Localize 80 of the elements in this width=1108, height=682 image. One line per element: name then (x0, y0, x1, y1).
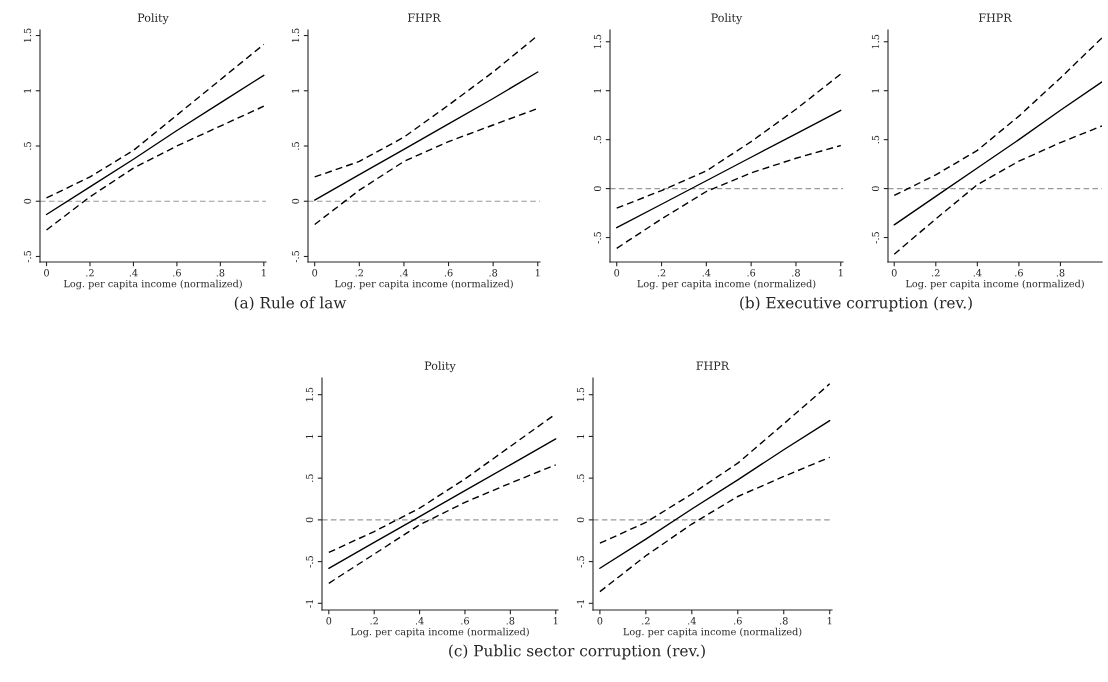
y-tick-label: -.5 (291, 250, 300, 263)
x-axis-title: Log. per capita income (normalized) (637, 279, 816, 290)
y-tick-label: 1 (291, 89, 300, 93)
y-tick-label: .5 (576, 474, 585, 482)
x-tick-label: 0 (614, 269, 620, 277)
x-tick-label: .4 (400, 269, 409, 277)
x-tick-label: 1 (535, 269, 540, 277)
x-tick-label: .2 (370, 617, 378, 625)
x-tick-label: .4 (688, 617, 696, 625)
y-tick-label: 0 (23, 198, 32, 204)
x-axis-title: Log. per capita income (normalized) (623, 627, 802, 638)
x-tick-label: .6 (461, 617, 469, 625)
x-tick-label: 1 (261, 269, 266, 277)
chart-title: FHPR (978, 13, 1012, 22)
x-tick-label: 0 (44, 269, 49, 277)
x-tick-label: .8 (489, 269, 498, 277)
x-tick-label: .8 (216, 269, 225, 277)
x-tick-label: .6 (734, 617, 742, 625)
y-tick-label: -.5 (23, 250, 32, 263)
y-tick-label: 1.5 (291, 28, 300, 43)
x-tick-label: .4 (973, 269, 982, 277)
y-tick-label: -1 (305, 599, 314, 608)
x-tick-label: .6 (173, 269, 181, 277)
y-tick-label: 1 (23, 89, 32, 93)
x-tick-label: .2 (932, 269, 940, 277)
x-tick-label: .6 (444, 269, 453, 277)
text: (c) Public sector corruption (rev.) (449, 644, 705, 660)
y-tick-label: 1.5 (23, 28, 32, 43)
y-tick-label: .5 (305, 474, 314, 482)
y-tick-label: -.5 (593, 232, 602, 244)
y-tick-label: 1 (593, 88, 602, 93)
y-tick-label: 1 (305, 434, 314, 439)
y-tick-label: .5 (871, 135, 880, 144)
y-tick-label: -.5 (576, 556, 585, 568)
x-tick-label: .2 (642, 617, 650, 625)
chart-title: Polity (711, 13, 743, 25)
y-tick-label: 0 (871, 186, 880, 192)
x-tick-label: 1 (553, 617, 558, 625)
x-tick-label: .6 (747, 269, 756, 277)
y-tick-label: -.5 (871, 232, 880, 244)
y-tick-label: 1.5 (576, 387, 585, 402)
y-tick-label: .5 (23, 142, 32, 150)
x-tick-label: .8 (1056, 269, 1065, 277)
y-tick-label: 0 (305, 517, 314, 523)
y-tick-label: 1.5 (305, 387, 314, 402)
y-tick-label: 1 (576, 434, 585, 439)
x-tick-label: .2 (86, 269, 94, 277)
chart-title: FHPR (407, 13, 441, 22)
x-tick-label: 0 (326, 617, 332, 625)
x-tick-label: .8 (780, 617, 788, 625)
x-tick-label: .6 (1015, 269, 1023, 277)
x-axis-title: Log. per capita income (normalized) (350, 627, 529, 638)
text: (b) Executive corruption (rev.) (740, 296, 972, 312)
y-tick-label: 0 (576, 517, 585, 523)
y-tick-label: -.5 (305, 556, 314, 568)
y-tick-label: -1 (576, 599, 585, 608)
y-tick-label: .5 (593, 135, 602, 144)
x-tick-label: .4 (702, 269, 711, 277)
y-tick-label: 1.5 (593, 34, 602, 49)
x-tick-label: .8 (506, 617, 515, 625)
x-tick-label: .4 (415, 617, 424, 625)
x-tick-label: .4 (129, 269, 138, 277)
y-tick-label: 0 (291, 198, 300, 204)
x-tick-label: .2 (657, 269, 666, 277)
y-tick-label: 1.5 (871, 34, 880, 49)
x-tick-label: 1 (838, 269, 843, 277)
text: (a) Rule of law (234, 296, 347, 311)
chart-title: Polity (137, 13, 169, 25)
x-axis-title: Log. per capita income (normalized) (63, 279, 242, 290)
x-axis-title: Log. per capita income (normalized) (905, 279, 1084, 290)
y-tick-label: 0 (593, 186, 602, 192)
y-tick-label: 1 (871, 88, 880, 93)
chart-title: Polity (424, 361, 456, 373)
x-tick-label: .2 (355, 269, 363, 277)
y-tick-label: .5 (291, 142, 300, 150)
chart-title: FHPR (696, 361, 730, 370)
x-tick-label: 0 (891, 269, 897, 277)
x-tick-label: .8 (792, 269, 800, 277)
x-axis-title: Log. per capita income (normalized) (334, 279, 513, 290)
x-tick-label: 1 (827, 617, 832, 625)
